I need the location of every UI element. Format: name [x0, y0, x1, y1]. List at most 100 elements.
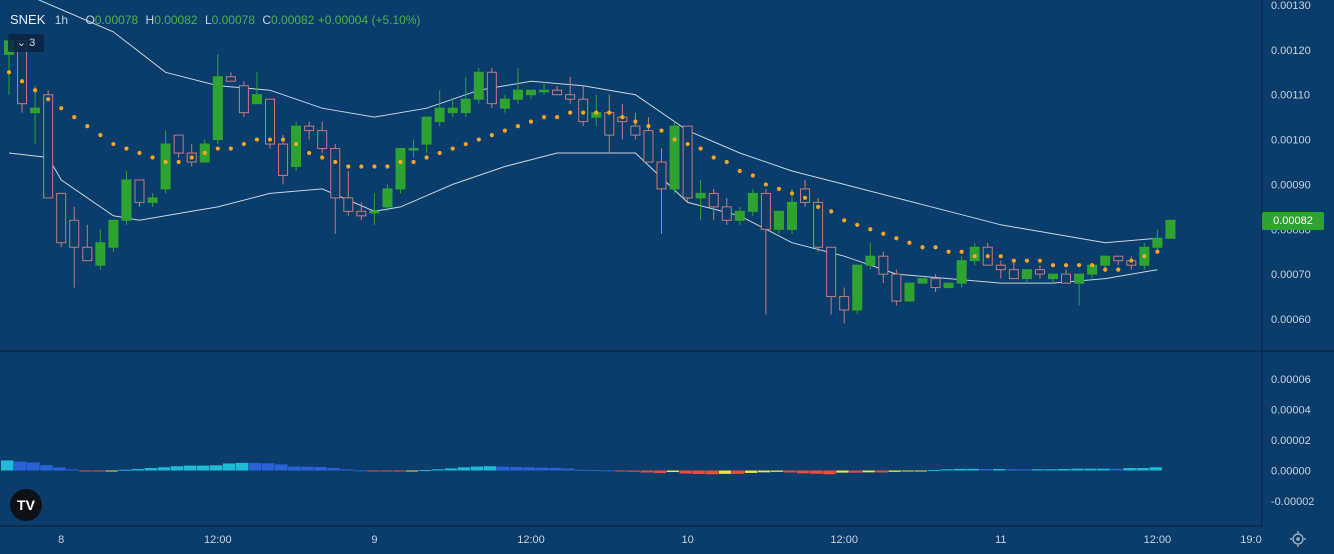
candle-up	[121, 170, 132, 225]
histogram-bar	[340, 469, 353, 471]
candle-up	[473, 67, 484, 104]
candle-body	[1008, 269, 1019, 280]
sar-dot	[998, 254, 1003, 259]
time-axis[interactable]: 8 12:00 9 12:00 10 12:00 11 12:00 19:0	[58, 534, 1262, 546]
histogram-tick-label: 0.00000	[1271, 466, 1311, 478]
candle-down	[173, 134, 184, 158]
histogram-bar	[40, 465, 53, 471]
histogram-bar	[301, 466, 314, 471]
candle-up	[408, 139, 419, 158]
sar-dot	[59, 106, 64, 111]
candle-body	[578, 98, 589, 123]
candle-up	[526, 89, 536, 100]
candle-body	[656, 161, 667, 190]
candle-body	[695, 192, 706, 199]
candle-body	[82, 246, 93, 262]
histogram-bar	[248, 463, 262, 471]
candle-up	[30, 85, 41, 145]
candle-body	[317, 130, 328, 150]
histogram-bar	[770, 470, 784, 472]
candle-body	[278, 143, 289, 176]
sar-dot	[137, 150, 142, 156]
candle-body	[734, 210, 745, 221]
tradingview-logo[interactable]: TV	[10, 489, 42, 521]
candle-down	[278, 135, 289, 185]
sar-dot	[1103, 267, 1108, 272]
candle-body	[43, 94, 54, 199]
histogram-bar	[536, 467, 549, 471]
candle-down	[839, 287, 850, 324]
sar-dot	[541, 115, 547, 120]
price-tick-label: 0.00060	[1271, 314, 1311, 326]
histogram-bar	[1110, 468, 1123, 471]
histogram-bar	[940, 469, 954, 471]
settings-icon[interactable]	[1290, 531, 1306, 547]
histogram-bar	[862, 470, 875, 473]
candle-body	[943, 282, 954, 289]
candle-body	[408, 148, 419, 151]
candle-body	[1165, 219, 1176, 239]
histogram-bar	[222, 463, 236, 471]
candle-down	[304, 121, 315, 140]
sar-dot	[294, 141, 299, 147]
change-value: +0.00004 (+5.10%)	[317, 13, 421, 27]
candle-body	[878, 255, 889, 275]
low-key: L	[204, 13, 212, 27]
histogram-bar	[431, 469, 445, 471]
sar-dot	[1011, 258, 1016, 263]
histogram-bar	[27, 462, 40, 471]
sar-dot	[46, 97, 51, 102]
candle-body	[473, 71, 484, 100]
indicators-toggle-button[interactable]: ⌄ 3	[8, 34, 44, 52]
sar-dot	[189, 155, 194, 160]
candle-body	[956, 260, 967, 284]
sar-dot	[463, 141, 468, 147]
histogram-bar	[1084, 468, 1097, 471]
time-tick-label: 9	[371, 534, 377, 546]
sar-dot	[163, 159, 168, 165]
histogram-bar	[183, 465, 197, 471]
candle-down	[578, 85, 589, 127]
histogram-bar	[353, 470, 366, 472]
sar-dot	[267, 137, 273, 142]
histogram-bar	[14, 461, 27, 471]
histogram-bar	[901, 470, 914, 472]
candle-body	[212, 76, 223, 141]
histogram-tick-label: 0.00002	[1271, 435, 1311, 447]
candle-body	[669, 125, 680, 190]
candle-down	[1034, 265, 1045, 279]
histogram-bar	[131, 468, 144, 471]
histogram-axis[interactable]: 0.00006 0.00004 0.00002 0.00000 -0.00002	[1271, 374, 1314, 508]
price-tick-label: 0.00120	[1271, 45, 1311, 57]
histogram-bar	[797, 470, 810, 474]
high-value: 0.00082	[154, 13, 198, 27]
sar-dot	[1090, 263, 1095, 268]
candle-down	[826, 246, 837, 315]
price-tick-label: 0.00100	[1271, 135, 1311, 147]
candle-body	[1152, 237, 1163, 248]
histogram-bar	[53, 467, 66, 471]
histogram-tick-label: 0.00004	[1271, 405, 1311, 417]
histogram-bar	[483, 466, 497, 471]
candle-up	[943, 282, 954, 289]
timeframe[interactable]: 1h	[54, 13, 69, 27]
candle-body	[251, 94, 262, 105]
candle-down	[630, 112, 641, 140]
sar-dot	[502, 128, 507, 133]
sar-dot	[933, 245, 938, 250]
candle-down	[43, 90, 54, 199]
candle-down	[878, 251, 889, 284]
candle-body	[225, 76, 236, 82]
candle-up	[147, 193, 158, 207]
sar-dot	[241, 141, 246, 147]
sar-dot	[672, 137, 677, 142]
candle-down	[1008, 260, 1019, 280]
candle-down	[82, 224, 93, 262]
candle-down	[330, 144, 341, 234]
candle-down	[891, 269, 902, 306]
candle-body	[291, 125, 302, 167]
candle-body	[800, 188, 811, 203]
candle-down	[930, 274, 941, 293]
symbol-name[interactable]: SNEK	[10, 12, 46, 27]
